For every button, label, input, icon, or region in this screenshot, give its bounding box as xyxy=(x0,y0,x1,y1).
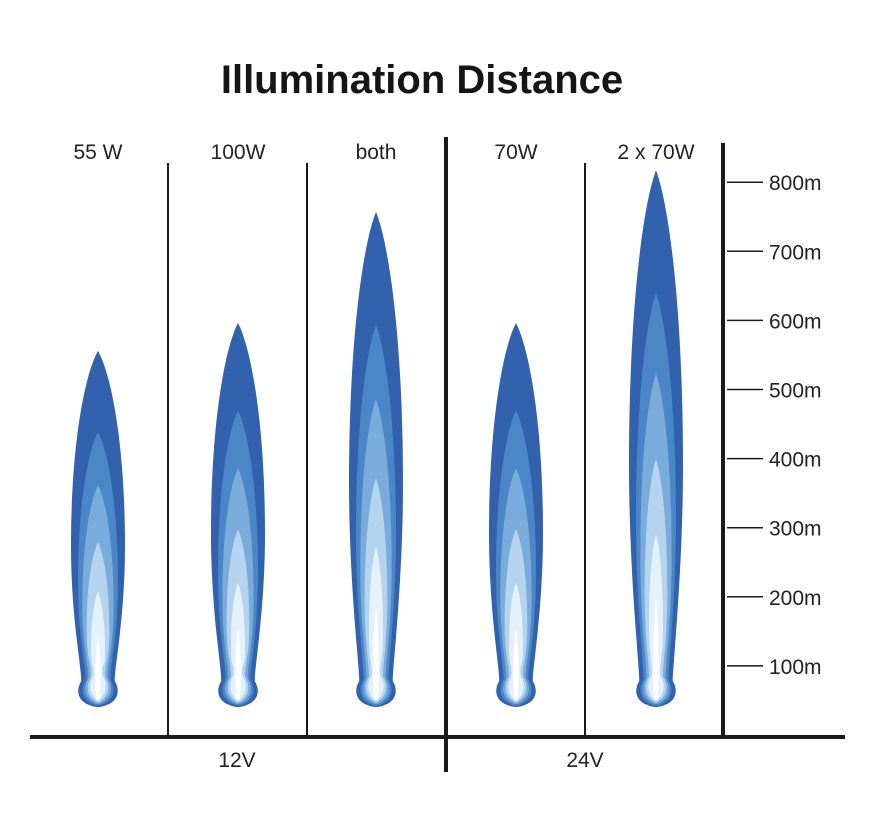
group-label-24v: 24V xyxy=(566,749,603,772)
column-label-3: both xyxy=(356,141,397,164)
chart-title: Illumination Distance xyxy=(221,58,623,102)
beam-3 xyxy=(349,211,403,707)
column-dividers xyxy=(167,163,586,737)
beam-4-core xyxy=(513,628,519,699)
beam-2-core xyxy=(235,628,241,699)
beam-5 xyxy=(629,170,683,707)
beam-2 xyxy=(211,323,265,707)
y-tick-label-600: 600m xyxy=(769,310,822,333)
beam-3-core xyxy=(373,606,379,699)
y-tick-label-700: 700m xyxy=(769,241,822,264)
beam-5-core xyxy=(653,598,659,699)
beam-4 xyxy=(489,323,543,707)
y-tick-label-300: 300m xyxy=(769,518,822,541)
column-label-4: 70W xyxy=(494,141,537,164)
column-label-1: 55 W xyxy=(73,141,122,164)
voltage-group-labels: 12V 24V xyxy=(218,749,603,772)
column-label-2: 100W xyxy=(211,141,266,164)
y-tick-label-100: 100m xyxy=(769,656,822,679)
beam-1-core xyxy=(95,634,101,699)
y-tick-label-800: 800m xyxy=(769,172,822,195)
column-labels: 55 W 100W both 70W 2 x 70W xyxy=(73,141,694,164)
y-tick-label-400: 400m xyxy=(769,449,822,472)
beam-series xyxy=(71,170,683,707)
y-tick-label-500: 500m xyxy=(769,380,822,403)
beam-1 xyxy=(71,350,125,707)
y-tick-label-200: 200m xyxy=(769,587,822,610)
group-label-12v: 12V xyxy=(218,749,255,772)
column-label-5: 2 x 70W xyxy=(617,141,694,164)
y-axis-ticks: 100m 200m 300m 400m 500m 600m 700m 800m xyxy=(727,172,822,679)
